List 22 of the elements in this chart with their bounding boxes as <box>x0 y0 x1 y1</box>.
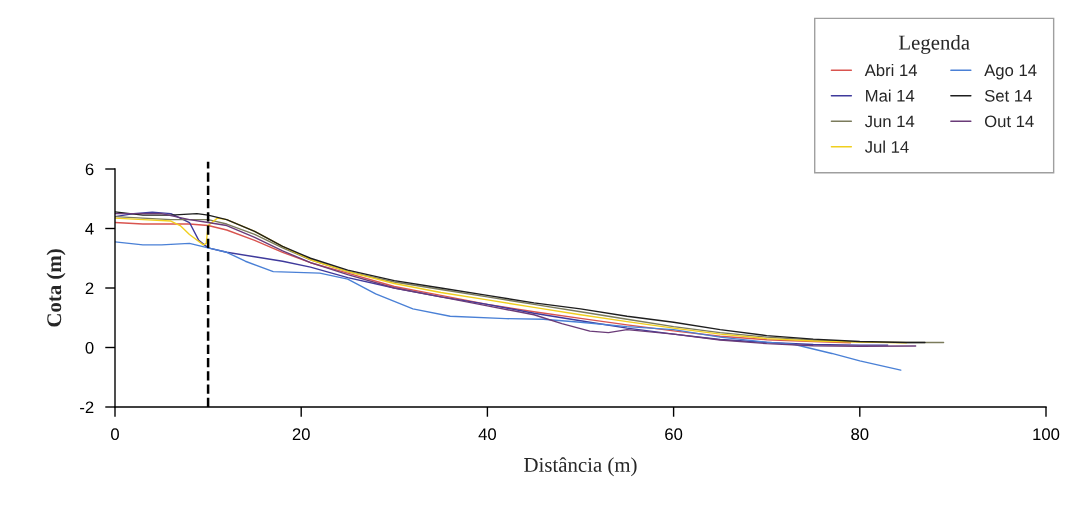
y-tick-label: 2 <box>85 282 94 295</box>
x-tick-label: 40 <box>478 428 497 441</box>
y-tick-label: 6 <box>85 163 94 176</box>
legend-label: Jun 14 <box>864 115 915 128</box>
legend-label: Ago 14 <box>984 64 1037 80</box>
y-tick-label: -2 <box>80 401 94 414</box>
legend-label: Set 14 <box>984 89 1032 102</box>
legend-title: Legenda <box>898 35 970 54</box>
legend-label: Mai 14 <box>866 89 915 102</box>
legend-label: Jul 14 <box>864 140 909 153</box>
y-tick-label: 0 <box>85 341 94 354</box>
y-tick-label: 4 <box>85 223 94 235</box>
x-tick-label: 100 <box>1033 428 1060 441</box>
legend-label: Out 14 <box>984 115 1034 128</box>
x-tick-label: 80 <box>851 428 869 441</box>
x-tick-label: 0 <box>111 428 119 441</box>
line-series <box>115 241 902 371</box>
x-axis-title: Distância (m) <box>524 457 637 477</box>
x-tick-label: 60 <box>665 428 683 441</box>
legend-label: Abri 14 <box>864 63 918 77</box>
x-tick-label: 20 <box>292 428 310 441</box>
y-axis-title: Cota (m) <box>46 249 66 327</box>
